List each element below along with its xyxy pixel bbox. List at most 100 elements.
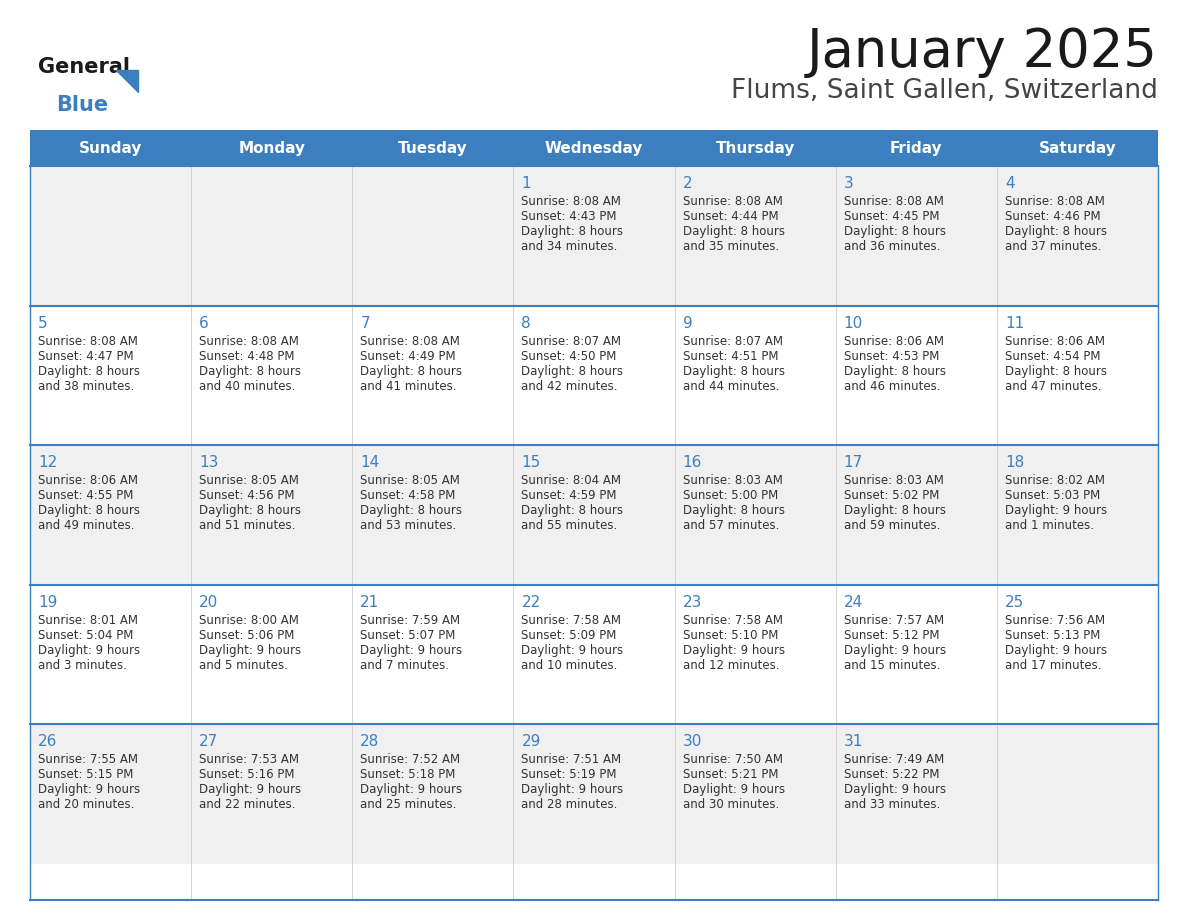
Text: Daylight: 9 hours: Daylight: 9 hours [1005, 644, 1107, 656]
Text: Sunset: 4:49 PM: Sunset: 4:49 PM [360, 350, 456, 363]
Text: Sunset: 5:22 PM: Sunset: 5:22 PM [843, 768, 940, 781]
Text: General: General [38, 57, 129, 77]
Text: 4: 4 [1005, 176, 1015, 191]
Text: 31: 31 [843, 734, 864, 749]
Bar [30, 166, 1158, 306]
Text: Daylight: 8 hours: Daylight: 8 hours [683, 364, 784, 377]
Text: Daylight: 9 hours: Daylight: 9 hours [38, 644, 140, 656]
Text: Daylight: 9 hours: Daylight: 9 hours [200, 783, 302, 797]
Text: and 25 minutes.: and 25 minutes. [360, 799, 456, 812]
Text: Sunset: 5:12 PM: Sunset: 5:12 PM [843, 629, 940, 642]
Text: Sunset: 4:45 PM: Sunset: 4:45 PM [843, 210, 940, 223]
Text: Sunrise: 8:06 AM: Sunrise: 8:06 AM [1005, 334, 1105, 348]
Text: Daylight: 8 hours: Daylight: 8 hours [843, 364, 946, 377]
Text: 27: 27 [200, 734, 219, 749]
Text: Sunset: 4:43 PM: Sunset: 4:43 PM [522, 210, 617, 223]
Text: Sunset: 5:04 PM: Sunset: 5:04 PM [38, 629, 133, 642]
Text: Daylight: 9 hours: Daylight: 9 hours [843, 783, 946, 797]
Text: Sunset: 5:02 PM: Sunset: 5:02 PM [843, 489, 939, 502]
Text: Sunrise: 7:49 AM: Sunrise: 7:49 AM [843, 754, 944, 767]
Text: Daylight: 8 hours: Daylight: 8 hours [1005, 364, 1107, 377]
Text: Daylight: 8 hours: Daylight: 8 hours [522, 364, 624, 377]
Text: Sunset: 4:55 PM: Sunset: 4:55 PM [38, 489, 133, 502]
Text: Sunset: 5:03 PM: Sunset: 5:03 PM [1005, 489, 1100, 502]
Text: Flums, Saint Gallen, Switzerland: Flums, Saint Gallen, Switzerland [731, 78, 1158, 104]
Text: Daylight: 8 hours: Daylight: 8 hours [843, 225, 946, 238]
Text: 11: 11 [1005, 316, 1024, 330]
Text: and 59 minutes.: and 59 minutes. [843, 520, 940, 532]
Text: and 17 minutes.: and 17 minutes. [1005, 659, 1101, 672]
Text: Sunday: Sunday [78, 140, 143, 155]
Text: 19: 19 [38, 595, 57, 610]
Text: 8: 8 [522, 316, 531, 330]
Text: Sunset: 4:51 PM: Sunset: 4:51 PM [683, 350, 778, 363]
Text: Sunrise: 8:04 AM: Sunrise: 8:04 AM [522, 475, 621, 487]
Text: Sunrise: 8:02 AM: Sunrise: 8:02 AM [1005, 475, 1105, 487]
Text: Daylight: 9 hours: Daylight: 9 hours [38, 783, 140, 797]
Text: Sunrise: 8:00 AM: Sunrise: 8:00 AM [200, 614, 299, 627]
Text: Sunset: 5:13 PM: Sunset: 5:13 PM [1005, 629, 1100, 642]
Text: Daylight: 8 hours: Daylight: 8 hours [38, 364, 140, 377]
Text: 30: 30 [683, 734, 702, 749]
Text: Sunrise: 8:03 AM: Sunrise: 8:03 AM [843, 475, 943, 487]
Text: and 22 minutes.: and 22 minutes. [200, 799, 296, 812]
Text: and 38 minutes.: and 38 minutes. [38, 380, 134, 393]
Text: Sunset: 4:47 PM: Sunset: 4:47 PM [38, 350, 133, 363]
Text: 21: 21 [360, 595, 379, 610]
Text: 28: 28 [360, 734, 379, 749]
Text: and 3 minutes.: and 3 minutes. [38, 659, 127, 672]
Text: Daylight: 8 hours: Daylight: 8 hours [843, 504, 946, 517]
Text: Sunset: 4:53 PM: Sunset: 4:53 PM [843, 350, 939, 363]
Text: Sunrise: 7:52 AM: Sunrise: 7:52 AM [360, 754, 461, 767]
Text: Sunrise: 7:58 AM: Sunrise: 7:58 AM [522, 614, 621, 627]
Text: 24: 24 [843, 595, 862, 610]
Text: and 57 minutes.: and 57 minutes. [683, 520, 779, 532]
Text: and 55 minutes.: and 55 minutes. [522, 520, 618, 532]
Text: Daylight: 8 hours: Daylight: 8 hours [360, 364, 462, 377]
Text: 18: 18 [1005, 455, 1024, 470]
Text: Saturday: Saturday [1038, 140, 1117, 155]
Text: Sunset: 5:06 PM: Sunset: 5:06 PM [200, 629, 295, 642]
Text: 3: 3 [843, 176, 853, 191]
Text: and 53 minutes.: and 53 minutes. [360, 520, 456, 532]
Text: Daylight: 9 hours: Daylight: 9 hours [522, 783, 624, 797]
Text: and 35 minutes.: and 35 minutes. [683, 240, 779, 253]
Text: Daylight: 9 hours: Daylight: 9 hours [522, 644, 624, 656]
Text: Sunrise: 8:06 AM: Sunrise: 8:06 AM [843, 334, 943, 348]
Text: 13: 13 [200, 455, 219, 470]
Text: 26: 26 [38, 734, 57, 749]
Text: Sunrise: 8:06 AM: Sunrise: 8:06 AM [38, 475, 138, 487]
Text: and 30 minutes.: and 30 minutes. [683, 799, 779, 812]
Text: 9: 9 [683, 316, 693, 330]
Text: Sunrise: 7:50 AM: Sunrise: 7:50 AM [683, 754, 783, 767]
Text: and 5 minutes.: and 5 minutes. [200, 659, 287, 672]
Text: and 28 minutes.: and 28 minutes. [522, 799, 618, 812]
Text: Daylight: 9 hours: Daylight: 9 hours [200, 644, 302, 656]
Text: 17: 17 [843, 455, 862, 470]
Text: Sunrise: 7:56 AM: Sunrise: 7:56 AM [1005, 614, 1105, 627]
Text: and 7 minutes.: and 7 minutes. [360, 659, 449, 672]
Text: 20: 20 [200, 595, 219, 610]
Text: and 10 minutes.: and 10 minutes. [522, 659, 618, 672]
Text: Daylight: 8 hours: Daylight: 8 hours [522, 504, 624, 517]
Text: and 51 minutes.: and 51 minutes. [200, 520, 296, 532]
Bar [30, 724, 1158, 864]
Text: and 42 minutes.: and 42 minutes. [522, 380, 618, 393]
Text: Daylight: 9 hours: Daylight: 9 hours [843, 644, 946, 656]
Text: Sunrise: 7:55 AM: Sunrise: 7:55 AM [38, 754, 138, 767]
Text: Sunrise: 8:03 AM: Sunrise: 8:03 AM [683, 475, 783, 487]
Text: Sunrise: 8:08 AM: Sunrise: 8:08 AM [38, 334, 138, 348]
Text: Sunset: 5:18 PM: Sunset: 5:18 PM [360, 768, 456, 781]
Text: Sunset: 5:07 PM: Sunset: 5:07 PM [360, 629, 456, 642]
Text: Sunset: 5:00 PM: Sunset: 5:00 PM [683, 489, 778, 502]
Text: 10: 10 [843, 316, 862, 330]
Text: Thursday: Thursday [715, 140, 795, 155]
Text: Sunset: 4:58 PM: Sunset: 4:58 PM [360, 489, 456, 502]
Text: Daylight: 8 hours: Daylight: 8 hours [360, 504, 462, 517]
Text: 2: 2 [683, 176, 693, 191]
Text: and 44 minutes.: and 44 minutes. [683, 380, 779, 393]
Text: Daylight: 9 hours: Daylight: 9 hours [683, 644, 785, 656]
Text: Sunrise: 8:08 AM: Sunrise: 8:08 AM [1005, 195, 1105, 208]
Text: Sunset: 5:15 PM: Sunset: 5:15 PM [38, 768, 133, 781]
Text: Blue: Blue [56, 95, 108, 115]
